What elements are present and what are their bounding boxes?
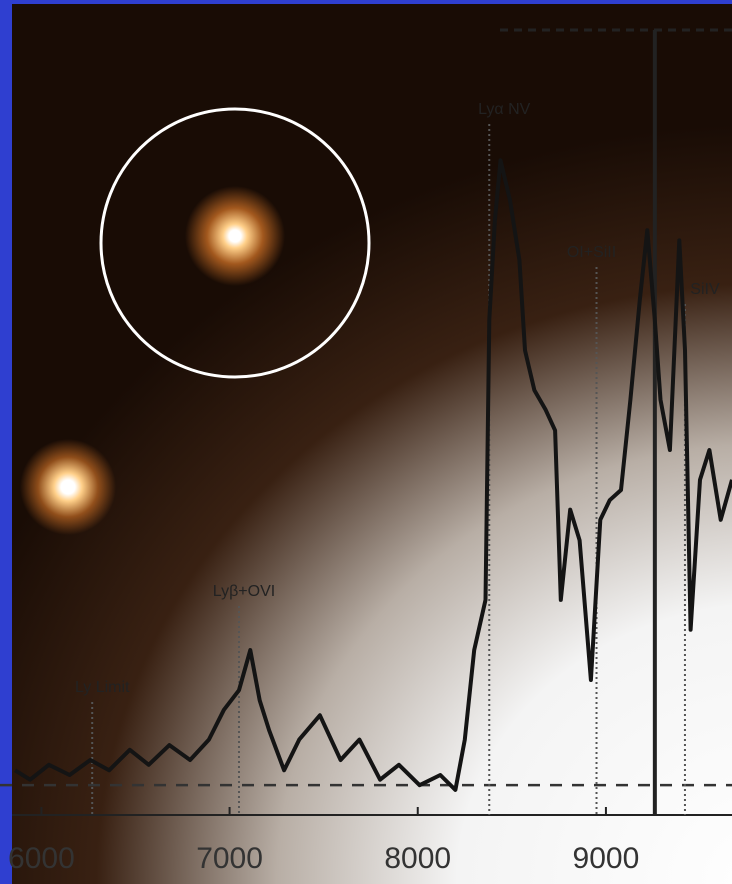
line-label: Lyα NV xyxy=(478,101,531,118)
line-label: Lyβ+OVI xyxy=(213,583,275,600)
x-tick-label: 8000 xyxy=(384,842,451,875)
spectrum-line xyxy=(14,158,732,792)
line-label: SiIV xyxy=(690,281,720,298)
x-tick-label: 7000 xyxy=(196,842,263,875)
x-tick-label: 9000 xyxy=(573,842,640,875)
x-tick-label: 6000 xyxy=(8,842,75,875)
line-label: Ly Limit xyxy=(75,679,130,696)
line-label: OI+SiII xyxy=(567,244,616,261)
sky-image xyxy=(12,4,732,884)
target-circle xyxy=(99,107,371,379)
